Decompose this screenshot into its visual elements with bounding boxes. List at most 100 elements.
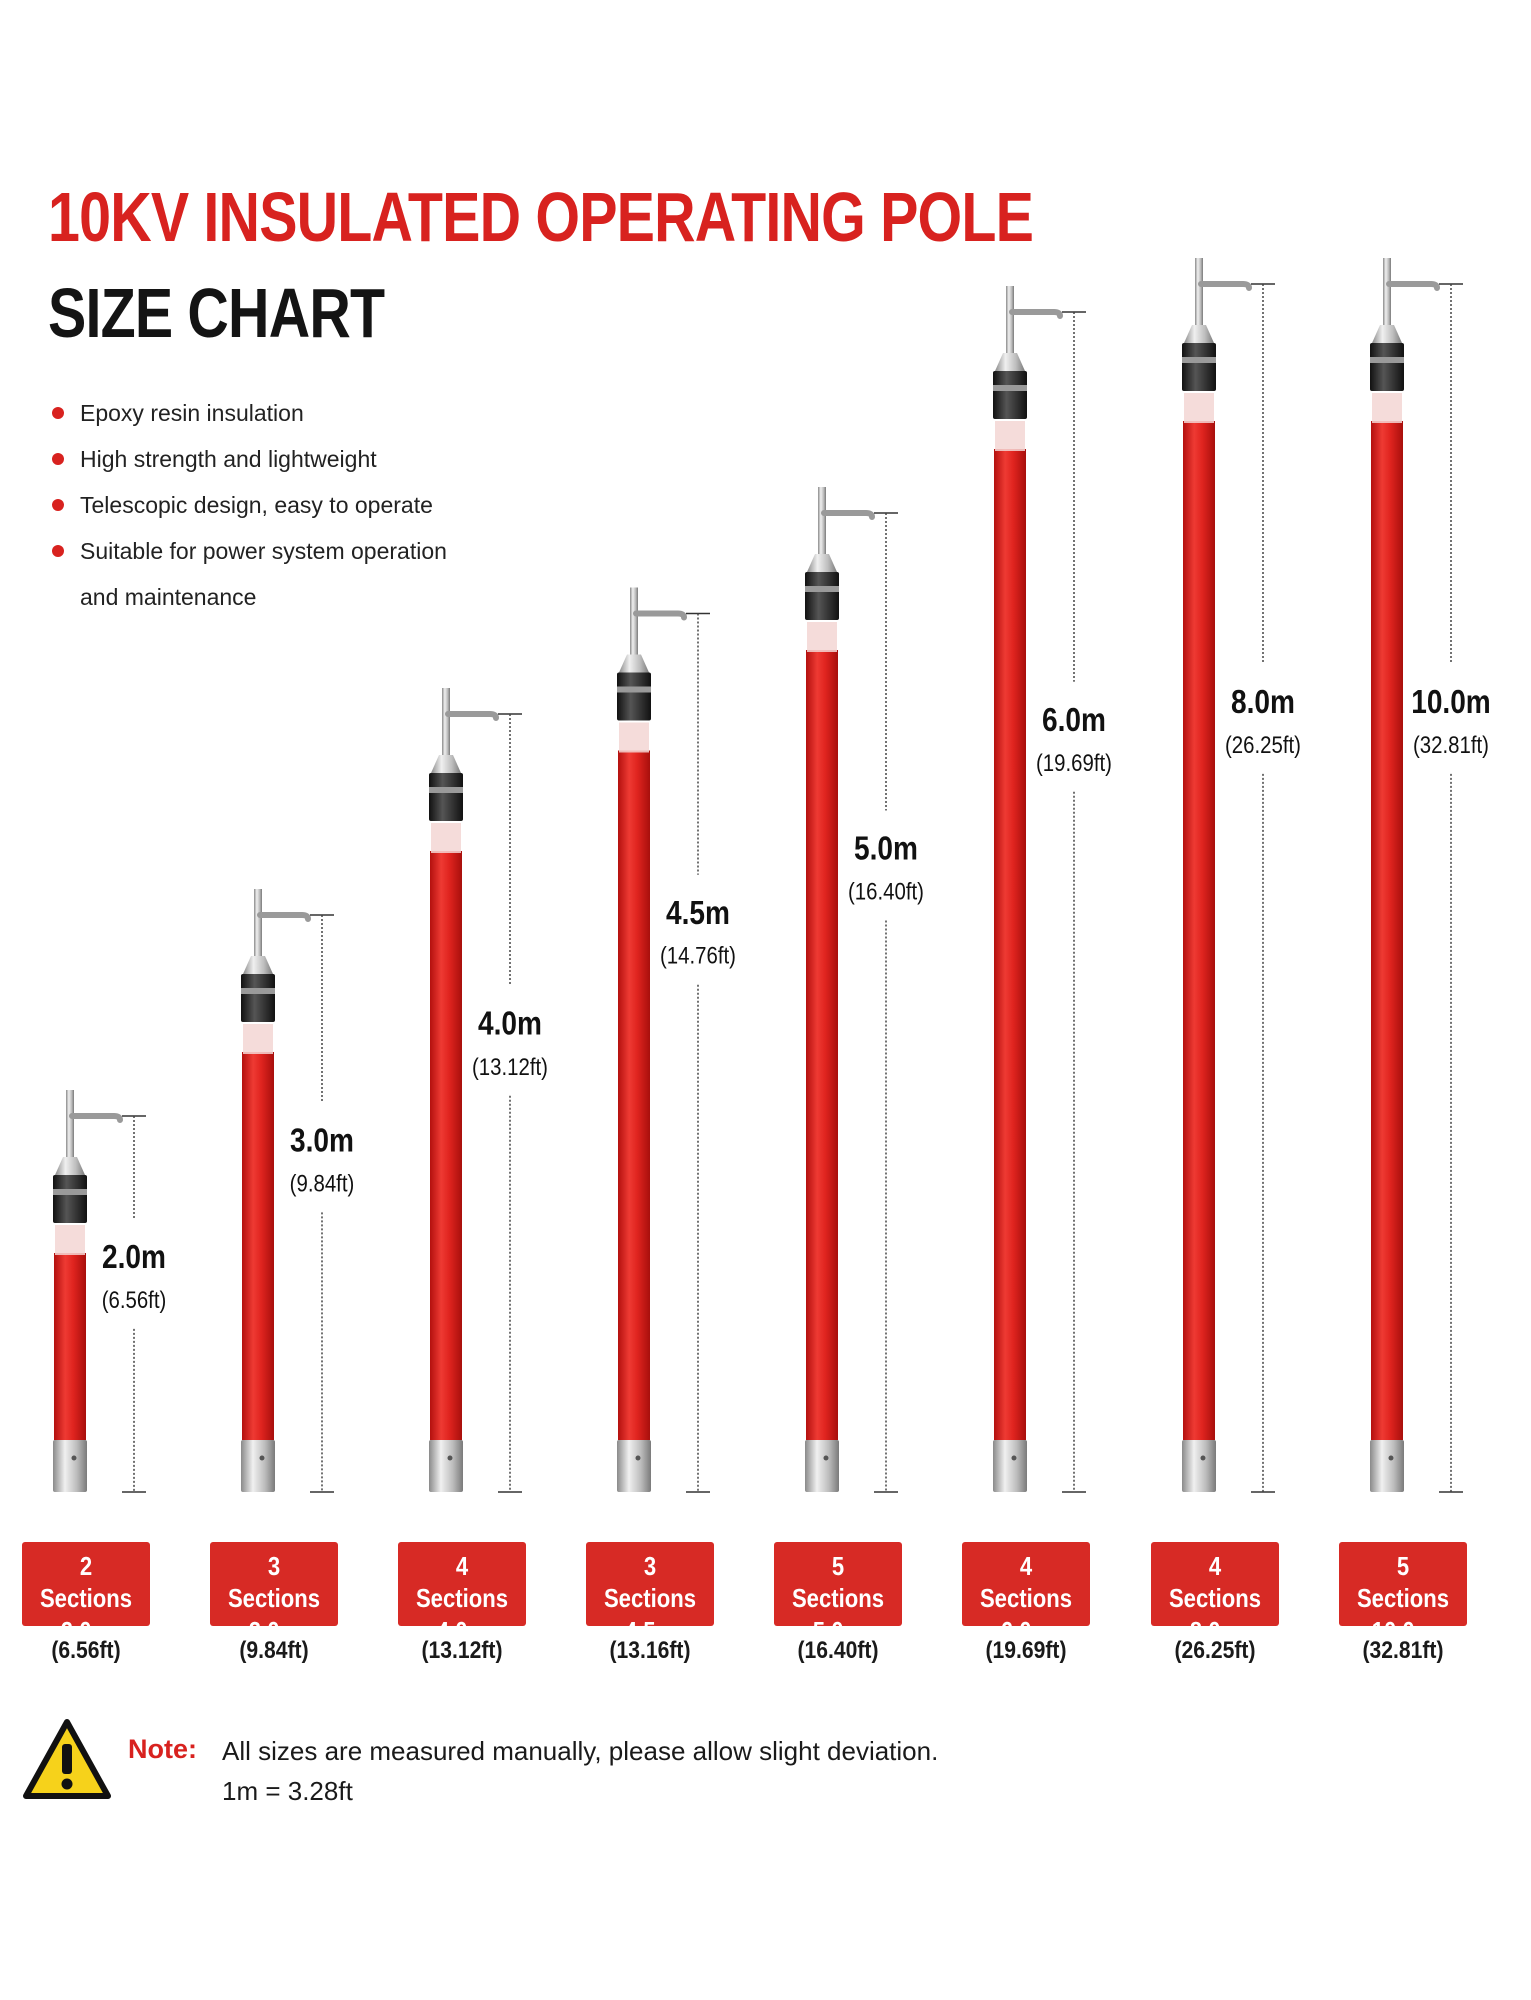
size-badge: 5 Sections 5.0m [774, 1542, 902, 1646]
pole-red-section [1183, 421, 1215, 1440]
size-badge: 3 Sections 3.0m [210, 1542, 338, 1646]
pole-tip-rod [630, 587, 638, 677]
badge-sections: 4 Sections [1168, 1551, 1262, 1613]
pole-red-section [242, 1052, 274, 1440]
dimension-feet: (32.81ft) [1413, 731, 1489, 758]
pole-cap-ring [241, 988, 275, 994]
badge-sections: 5 Sections [1356, 1551, 1450, 1613]
badge-sections: 4 Sections [415, 1551, 509, 1613]
badge-feet: (32.81ft) [1362, 1637, 1444, 1664]
pole-bottom-hole [259, 1455, 265, 1461]
note-text: All sizes are measured manually, please … [222, 1736, 939, 1766]
unit-conversion: 1m = 3.28ft [222, 1776, 353, 1806]
title-line-2: SIZE CHART [48, 274, 385, 352]
badge-feet: (26.25ft) [1174, 1637, 1256, 1664]
pole-cap-ring [805, 586, 839, 592]
pole-red-section [994, 449, 1026, 1440]
size-badge: 4 Sections 8.0m [1151, 1542, 1279, 1646]
size-badge: 5 Sections 10.0m [1339, 1542, 1467, 1646]
pole-cap [993, 371, 1027, 419]
pole-hook [1009, 309, 1063, 319]
pole-neck [807, 554, 837, 572]
pole-cap [53, 1175, 87, 1223]
pole-label-sticker [807, 622, 837, 652]
warning-triangle-icon [23, 1719, 111, 1799]
pole-red-section [806, 650, 838, 1440]
dimension-feet: (19.69ft) [1036, 749, 1112, 776]
dimension-meters: 4.0m [478, 1006, 542, 1043]
feature-text: High strength and lightweight [80, 446, 377, 472]
pole-bottom-hole [635, 1455, 641, 1461]
pole-tip-rod [1195, 258, 1203, 347]
size-badge: 4 Sections 4.0m [398, 1542, 526, 1646]
dimension-meters: 8.0m [1231, 684, 1295, 721]
pole-tip-rod [1006, 286, 1014, 375]
size-badge: 4 Sections 6.0m [962, 1542, 1090, 1646]
pole-bottom-ferrule [429, 1440, 463, 1492]
pole-tip-rod [442, 688, 450, 777]
pole-neck [243, 956, 273, 974]
pole-hook [1386, 281, 1440, 291]
dimension-feet: (16.40ft) [848, 878, 924, 905]
feature-item-continuation: and maintenance [50, 574, 550, 620]
badge-size: 8.0m [1189, 1616, 1241, 1646]
pole-cap [805, 572, 839, 620]
pole-cap-ring [53, 1189, 87, 1195]
feature-text: and maintenance [80, 584, 257, 610]
feature-item: Suitable for power system operation [50, 528, 550, 574]
dimension-meters: 5.0m [854, 830, 918, 867]
dimension-feet: (14.76ft) [660, 942, 736, 969]
pole-neck [1184, 325, 1214, 343]
pole-bottom-ferrule [805, 1440, 839, 1492]
note-label: Note: [128, 1734, 197, 1764]
badge-sections: 2 Sections [39, 1551, 133, 1613]
pole-neck [431, 755, 461, 773]
pole-hook [257, 912, 311, 922]
dimension-feet: (13.12ft) [472, 1053, 548, 1080]
dimension-feet: (26.25ft) [1225, 731, 1301, 758]
feature-list: Epoxy resin insulation High strength and… [50, 390, 550, 620]
pole-cap-ring [993, 385, 1027, 391]
pole-cap-ring [1182, 357, 1216, 363]
pole-bottom-hole [1200, 1455, 1206, 1461]
pole-bottom-ferrule [1370, 1440, 1404, 1492]
bullet-icon [52, 453, 64, 465]
dimension-meters: 2.0m [102, 1239, 166, 1276]
feature-item: Epoxy resin insulation [50, 390, 550, 436]
badge-feet: (13.16ft) [609, 1637, 691, 1664]
pole-tip-rod [254, 889, 262, 978]
pole-neck [55, 1157, 85, 1175]
pole-bottom-ferrule [617, 1440, 651, 1492]
pole-label-sticker [995, 421, 1025, 451]
badge-sections: 3 Sections [603, 1551, 697, 1613]
pole-cap-ring [429, 787, 463, 793]
pole-red-section [54, 1253, 86, 1440]
pole-hook [445, 711, 499, 721]
badge-sections: 3 Sections [227, 1551, 321, 1613]
badge-feet: (6.56ft) [51, 1637, 121, 1664]
bullet-icon [52, 407, 64, 419]
pole-label-sticker [1184, 393, 1214, 423]
pole-label-sticker [243, 1024, 273, 1054]
badge-feet: (13.12ft) [421, 1637, 503, 1664]
pole-hook [633, 610, 687, 621]
badge-feet: (19.69ft) [985, 1637, 1067, 1664]
pole-red-section [618, 750, 650, 1440]
pole-cap [241, 974, 275, 1022]
pole-red-section [1371, 421, 1403, 1440]
dimension-meters: 4.5m [666, 895, 730, 932]
feature-text: Suitable for power system operation [80, 538, 447, 564]
pole-cap [1370, 343, 1404, 391]
pole-neck [619, 654, 649, 673]
pole-bottom-ferrule [993, 1440, 1027, 1492]
pole-hook [821, 510, 875, 520]
feature-text: Telescopic design, easy to operate [80, 492, 433, 518]
pole-tip-rod [66, 1090, 74, 1179]
feature-item: Telescopic design, easy to operate [50, 482, 550, 528]
dimension-meters: 6.0m [1042, 702, 1106, 739]
pole-tip-rod [1383, 258, 1391, 347]
pole-bottom-ferrule [241, 1440, 275, 1492]
badge-feet: (16.40ft) [797, 1637, 879, 1664]
pole-bottom-ferrule [1182, 1440, 1216, 1492]
